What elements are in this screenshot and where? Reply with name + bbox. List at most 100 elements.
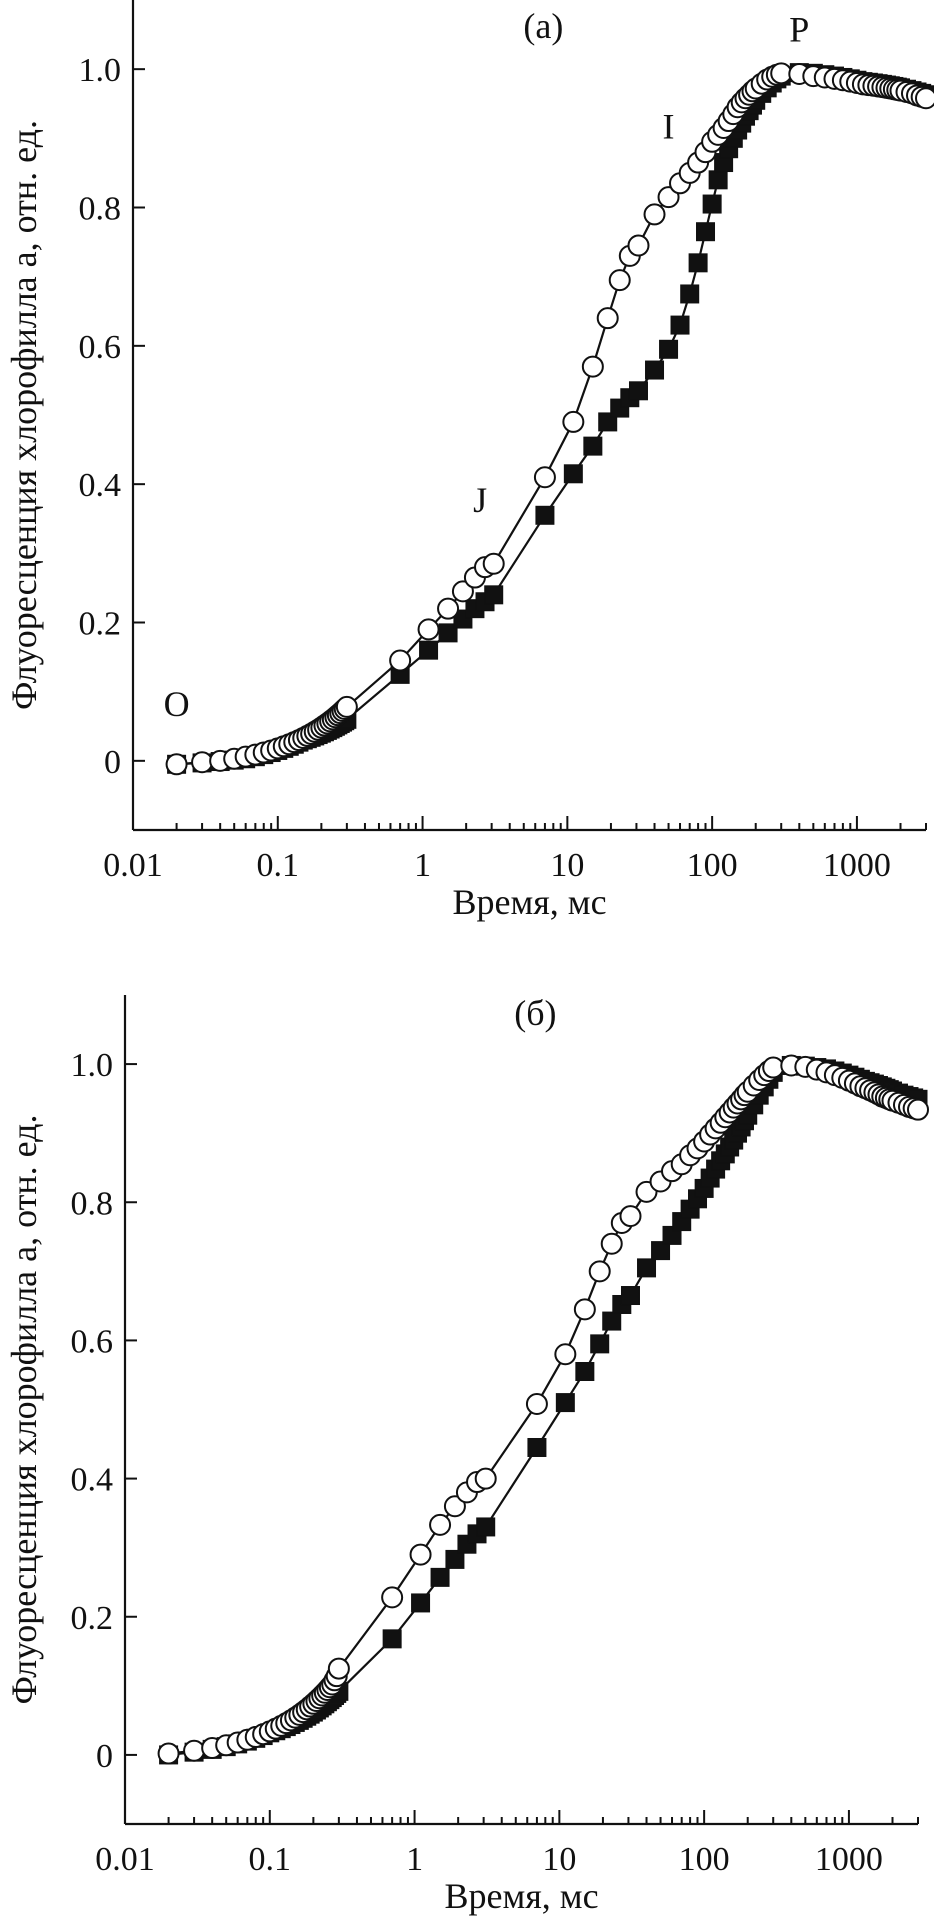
data-point-circle <box>554 1343 577 1366</box>
x-tick-label: 0.01 <box>95 1841 155 1878</box>
data-point-circle <box>562 410 585 433</box>
data-point-square <box>419 640 439 660</box>
data-point-square <box>696 222 716 242</box>
y-tick-label: 0.6 <box>79 329 122 366</box>
data-point-circle <box>608 269 631 292</box>
data-point-circle <box>191 751 214 774</box>
data-point-square <box>680 284 700 304</box>
annotation-i: I <box>663 106 675 146</box>
data-point-square <box>620 1286 640 1306</box>
data-point-square <box>438 623 458 643</box>
data-point-square <box>563 464 583 484</box>
y-tick-label: 0.8 <box>71 1185 114 1222</box>
annotation-j: J <box>473 480 487 520</box>
data-point-circle <box>335 695 358 718</box>
data-point-circle <box>451 580 474 603</box>
data-point-circle <box>619 1205 642 1228</box>
series-open-circle <box>165 62 934 776</box>
y-tick-label: 0 <box>96 1738 113 1775</box>
data-point-square <box>430 1567 450 1587</box>
y-tick-label: 0.4 <box>79 467 122 504</box>
data-point-square <box>688 253 708 273</box>
x-axis-title: Время, мс <box>452 882 606 922</box>
series-line <box>176 71 927 766</box>
data-point-circle <box>409 1543 432 1566</box>
data-point-square <box>602 1311 622 1331</box>
data-point-square <box>628 381 648 401</box>
data-point-square <box>702 194 722 214</box>
data-point-circle <box>157 1742 180 1765</box>
x-tick-label: 1 <box>414 847 431 884</box>
data-point-square <box>445 1549 465 1569</box>
data-point-circle <box>443 1495 466 1518</box>
annotation-p: P <box>789 10 809 50</box>
x-tick-label: 0.01 <box>103 847 163 884</box>
data-point-circle <box>381 1586 404 1609</box>
data-point-square <box>708 170 728 190</box>
x-tick-label: 100 <box>687 847 738 884</box>
panel-label: (a) <box>523 6 563 46</box>
data-point-circle <box>643 203 666 226</box>
y-tick-label: 1.0 <box>71 1047 114 1084</box>
series-open-circle <box>157 1054 929 1765</box>
x-tick-label: 1000 <box>823 847 891 884</box>
data-point-square <box>484 585 504 605</box>
series-line <box>176 72 927 766</box>
panel-label: (б) <box>514 993 556 1033</box>
data-point-circle <box>596 307 619 330</box>
chart-panel-2: 0 0.2 0.4 0.6 0.8 1.0 0.01 0.1 1 10 100 1000 Время, … <box>4 993 929 1916</box>
data-point-square <box>382 1629 402 1649</box>
data-point-circle <box>770 62 793 85</box>
x-tick-label: 100 <box>679 1841 730 1878</box>
data-point-square <box>476 1517 496 1537</box>
annotation-o: O <box>164 684 190 724</box>
data-point-square <box>575 1362 595 1382</box>
y-tick-label: 0 <box>104 744 121 781</box>
y-tick-label: 0.6 <box>71 1323 114 1360</box>
data-point-square <box>583 436 603 456</box>
data-point-circle <box>600 1232 623 1255</box>
x-tick-label: 0.1 <box>249 1841 292 1878</box>
data-point-square <box>527 1437 547 1457</box>
data-point-circle <box>165 753 188 776</box>
x-tick-label: 0.1 <box>257 847 300 884</box>
series-filled-square <box>167 63 934 774</box>
data-point-circle <box>915 87 934 110</box>
data-point-square <box>637 1258 657 1278</box>
x-tick-label: 10 <box>542 1841 576 1878</box>
y-tick-label: 0.2 <box>79 606 122 643</box>
y-tick-label: 0.8 <box>79 191 122 228</box>
y-axis-title: Флуоресценция хлорофилла a, отн. ед. <box>4 120 44 710</box>
data-point-square <box>411 1593 431 1613</box>
data-point-square <box>651 1241 671 1261</box>
data-point-square <box>659 339 679 359</box>
x-tick-label: 1000 <box>815 1841 883 1878</box>
data-point-square <box>670 315 690 335</box>
data-point-square <box>590 1334 610 1354</box>
data-point-circle <box>627 234 650 257</box>
data-point-circle <box>474 1467 497 1490</box>
data-point-circle <box>437 597 460 620</box>
data-point-circle <box>482 552 505 575</box>
data-point-circle <box>533 466 556 489</box>
data-point-circle <box>588 1260 611 1283</box>
data-point-circle <box>327 1657 350 1680</box>
data-point-square <box>645 360 665 380</box>
data-point-circle <box>525 1392 548 1415</box>
y-tick-label: 1.0 <box>79 52 122 89</box>
x-tick-label: 1 <box>406 1841 423 1878</box>
data-point-circle <box>907 1098 929 1121</box>
y-tick-label: 0.2 <box>71 1600 114 1637</box>
chart-panel-1: 0 0.2 0.4 0.6 0.8 1.0 0.01 0.1 1 10 100 1000 Время, … <box>4 0 934 922</box>
x-tick-label: 10 <box>550 847 584 884</box>
data-point-circle <box>389 649 412 672</box>
data-point-circle <box>183 1739 206 1762</box>
data-point-circle <box>429 1513 452 1536</box>
y-tick-label: 0.4 <box>71 1462 114 1499</box>
data-point-circle <box>417 618 440 641</box>
data-point-square <box>535 505 555 525</box>
data-point-circle <box>762 1056 785 1079</box>
y-axis-title: Флуоресценция хлорофилла a, отн. ед. <box>4 1115 44 1705</box>
data-point-square <box>555 1393 575 1413</box>
